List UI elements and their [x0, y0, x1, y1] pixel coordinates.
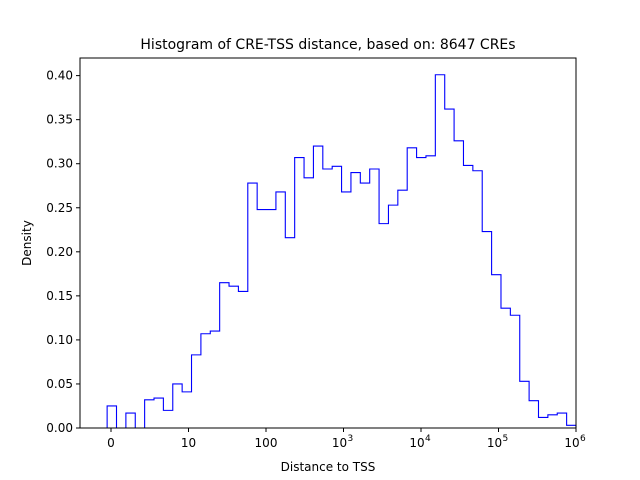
- y-tick-label: 0.25: [46, 201, 73, 215]
- plot-frame: [79, 57, 577, 429]
- x-tick-label: 10: [332, 436, 347, 450]
- y-tick-label: 0.05: [46, 377, 73, 391]
- histogram-marks: [106, 74, 577, 429]
- y-axis-label: Density: [20, 220, 34, 266]
- x-tick-label: 10: [409, 436, 424, 450]
- x-tick-label: 100: [255, 436, 278, 450]
- x-tick-exponent: 6: [580, 434, 586, 444]
- x-axis-label: Distance to TSS: [281, 460, 376, 474]
- x-tick-exponent: 3: [348, 434, 354, 444]
- x-tick-exponent: 4: [425, 434, 431, 444]
- y-tick-label: 0.35: [46, 113, 73, 127]
- y-axis: 0.00 0.05 0.10 0.15 0.20 0.25 0.30 0.35 0.40: [46, 69, 80, 435]
- x-tick-exponent: 5: [503, 434, 509, 444]
- x-axis: 0 10 100 10 3 10 4 10 5 10 6: [107, 428, 586, 450]
- x-tick-label: 10: [181, 436, 196, 450]
- y-tick-label: 0.30: [46, 157, 73, 171]
- y-tick-label: 0.00: [46, 421, 73, 435]
- y-tick-label: 0.40: [46, 69, 73, 83]
- y-tick-label: 0.15: [46, 289, 73, 303]
- y-tick-label: 0.10: [46, 333, 73, 347]
- x-tick-label: 10: [564, 436, 579, 450]
- y-tick-label: 0.20: [46, 245, 73, 259]
- chart-title: Histogram of CRE-TSS distance, based on:…: [140, 37, 515, 53]
- x-tick-label: 0: [107, 436, 115, 450]
- histogram-step-line: [106, 74, 577, 429]
- x-tick-label: 10: [487, 436, 502, 450]
